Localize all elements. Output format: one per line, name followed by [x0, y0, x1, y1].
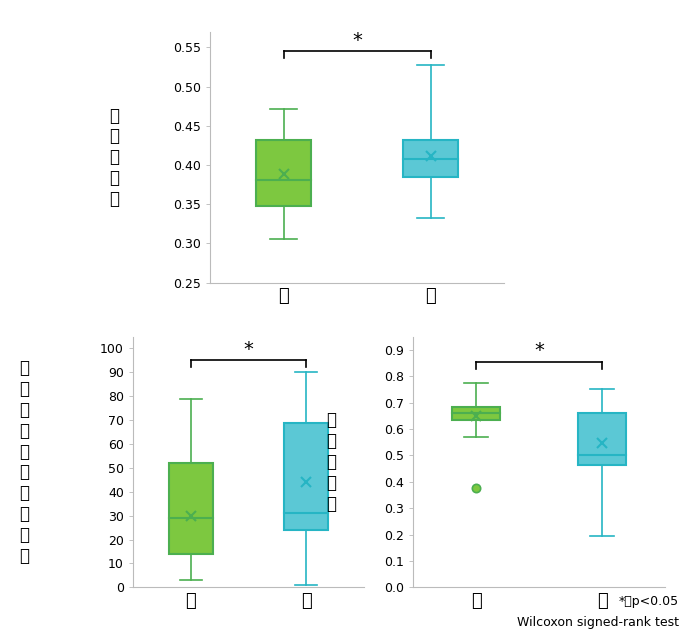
Text: *: * — [244, 340, 253, 359]
Bar — [402, 140, 458, 177]
Bar — [578, 413, 626, 465]
Text: *: * — [352, 31, 362, 50]
Bar — [284, 422, 328, 530]
Y-axis label: ア
ク
ネ
菌
の
割
合
（
％
）: ア ク ネ 菌 の 割 合 （ ％ ） — [19, 359, 29, 565]
Y-axis label: 多
様
性
指
数: 多 様 性 指 数 — [326, 411, 336, 512]
Text: *：p<0.05: *：p<0.05 — [619, 596, 679, 608]
Bar — [452, 406, 500, 420]
Bar — [169, 463, 213, 554]
Text: Wilcoxon signed-rank test: Wilcoxon signed-rank test — [517, 616, 679, 629]
Text: *: * — [534, 342, 544, 361]
Bar — [256, 140, 312, 206]
Y-axis label: 赤
み
ス
コ
ア: 赤 み ス コ ア — [110, 107, 120, 208]
